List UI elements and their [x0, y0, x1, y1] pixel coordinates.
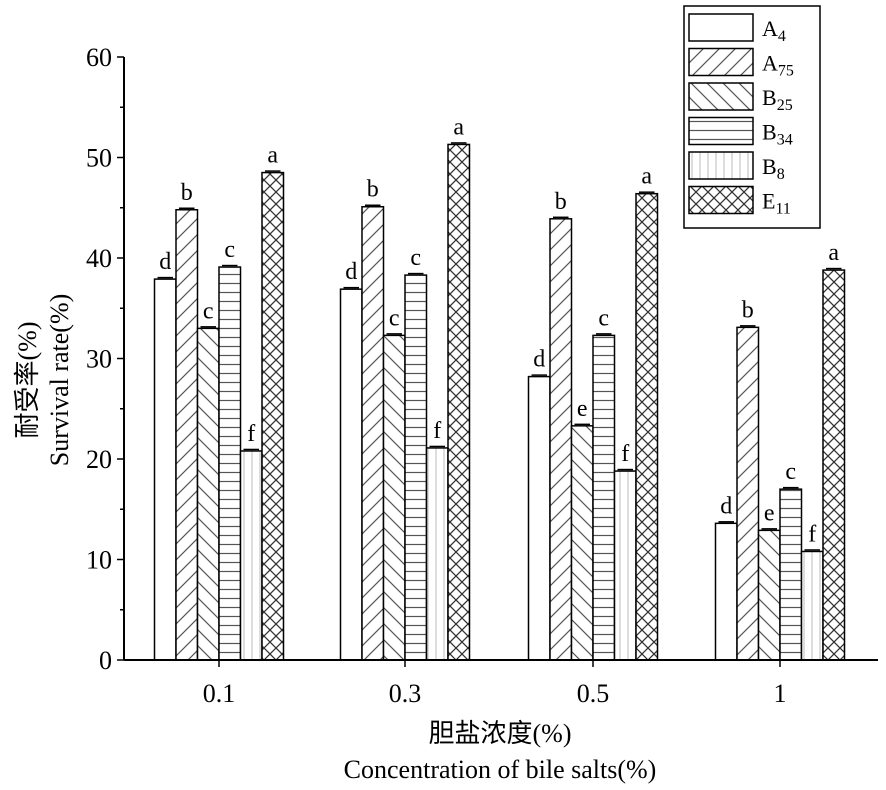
legend-label: B25: [762, 85, 793, 114]
significance-label: c: [598, 305, 609, 331]
significance-label: b: [555, 189, 567, 215]
significance-label: c: [389, 305, 400, 331]
bar-b25-0_3: [382, 334, 406, 661]
y-axis-title-en: Survival rate(%): [45, 294, 74, 467]
significance-label: c: [410, 245, 421, 271]
significance-label: a: [641, 164, 652, 190]
significance-label: a: [267, 143, 278, 169]
bar-a4-0_3: [339, 288, 363, 661]
y-tick-label: 0: [99, 646, 112, 675]
bar-a75-0_5: [549, 218, 573, 661]
y-tick-label: 40: [86, 244, 112, 273]
legend-swatch: [688, 82, 754, 111]
bar-b25-0_1: [196, 327, 220, 661]
y-tick-label: 20: [86, 445, 112, 474]
x-axis: 0.1 0.3 0.5 1: [124, 659, 878, 708]
x-axis-title-cn: 胆盐浓度(%): [429, 719, 572, 748]
x-tick-label: 0.1: [203, 679, 236, 708]
bar-a75-0_1: [175, 209, 199, 661]
x-tick-label: 1: [774, 679, 787, 708]
bar-b8-0_1: [239, 450, 263, 661]
legend-swatch: [688, 47, 754, 77]
significance-label: d: [159, 249, 171, 275]
bar-b34-0_1: [218, 266, 242, 661]
bar-b25-1: [757, 529, 781, 661]
y-axis-title-cn: 耐受率(%): [13, 322, 42, 439]
bar-e11-0_3: [447, 143, 471, 661]
y-tick-label: 30: [86, 345, 112, 374]
bar-b34-0_3: [404, 274, 428, 661]
significance-label: d: [533, 347, 545, 373]
legend-label: E11: [762, 189, 791, 218]
significance-label: f: [247, 421, 255, 447]
bar-b8-0_3: [425, 447, 449, 661]
bar-b34-1: [779, 488, 803, 661]
y-tick-label: 50: [86, 144, 112, 173]
significance-label: a: [828, 240, 839, 266]
legend-label: B8: [762, 154, 785, 183]
x-tick-label: 0.5: [577, 679, 610, 708]
significance-label: a: [453, 114, 464, 140]
significance-label: b: [367, 177, 379, 203]
bar-a75-1: [736, 326, 760, 661]
bar-e11-1: [822, 269, 846, 661]
significance-label: c: [224, 237, 235, 263]
y-tick-label: 10: [86, 546, 112, 575]
significance-label: c: [785, 459, 796, 485]
legend-swatch: [688, 116, 754, 146]
significance-label: c: [203, 298, 214, 324]
bar-a75-0_3: [361, 205, 385, 661]
significance-label: f: [433, 418, 441, 444]
significance-label: d: [345, 259, 357, 285]
significance-label: f: [621, 441, 629, 467]
legend-label: A4: [762, 16, 786, 45]
legend-label: A75: [762, 51, 794, 80]
bar-b34-0_5: [592, 334, 616, 661]
x-tick-label: 0.3: [389, 679, 422, 708]
y-axis: 0 10 20 30 40 50 60: [86, 43, 125, 675]
legend-label: B34: [762, 120, 793, 149]
bar-a4-1: [714, 522, 738, 661]
significance-label: d: [720, 493, 732, 519]
significance-label: e: [577, 396, 588, 422]
significance-label: f: [808, 521, 816, 547]
bar-b8-0_5: [613, 470, 637, 661]
bar-b8-1: [800, 550, 824, 661]
bar-a4-0_1: [153, 278, 177, 661]
x-axis-title-en: Concentration of bile salts(%): [344, 755, 657, 784]
bar-e11-0_1: [261, 171, 285, 661]
bar-e11-0_5: [635, 192, 659, 661]
y-tick-label: 60: [86, 43, 112, 72]
bar-a4-0_5: [527, 375, 551, 661]
significance-label: b: [742, 297, 754, 323]
significance-label: e: [764, 500, 775, 526]
bar-b25-0_5: [570, 425, 594, 661]
legend: A4 A75 B25 B34 B8 E11: [683, 5, 821, 229]
legend-swatch: [688, 13, 754, 42]
legend-swatch: [688, 151, 754, 180]
significance-label: b: [181, 180, 193, 206]
legend-swatch: [688, 185, 754, 215]
